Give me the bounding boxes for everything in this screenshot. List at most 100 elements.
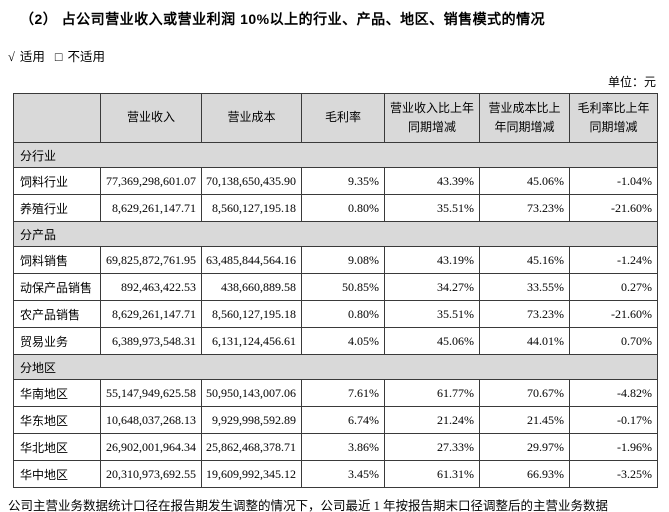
row-label: 动保产品销售 [13,273,101,301]
row-label: 华东地区 [13,406,101,434]
section-label: 分产品 [13,221,658,247]
cell-cost-yoy: 66.93% [479,460,570,488]
cell-margin-yoy: -21.60% [569,194,658,222]
cell-revenue: 20,310,973,692.55 [100,460,202,488]
table-row: 动保产品销售 892,463,422.53 438,660,889.58 50.… [13,273,658,301]
cell-margin-yoy: -3.25% [569,460,658,488]
applicability-row: √ 适用 □ 不适用 [8,46,669,65]
cell-revenue-yoy: 34.27% [384,273,480,301]
cell-margin-yoy: -1.96% [569,433,658,461]
table-row: 养殖行业 8,629,261,147.71 8,560,127,195.18 0… [13,194,658,222]
section-label: 分行业 [13,142,658,168]
cell-revenue: 8,629,261,147.71 [100,300,202,328]
table-row: 华中地区 20,310,973,692.55 19,609,992,345.12… [13,460,658,488]
section-row-product: 分产品 [13,221,658,247]
main-business-table: 营业收入 营业成本 毛利率 营业收入比上年同期增减 营业成本比上年同期增减 毛利… [13,93,658,488]
cell-cost-yoy: 73.23% [479,300,570,328]
cell-margin-yoy: -4.82% [569,379,658,407]
cell-revenue-yoy: 61.31% [384,460,480,488]
cell-cost-yoy: 44.01% [479,327,570,355]
cell-revenue-yoy: 61.77% [384,379,480,407]
cell-cost-yoy: 73.23% [479,194,570,222]
applicable-option[interactable]: √ 适用 [8,50,45,64]
cell-revenue-yoy: 43.39% [384,167,480,195]
row-label: 养殖行业 [13,194,101,222]
cell-revenue: 8,629,261,147.71 [100,194,202,222]
not-applicable-option[interactable]: □ 不适用 [55,50,105,64]
not-applicable-label: 不适用 [67,50,105,64]
section-row-region: 分地区 [13,354,658,380]
cell-cost-yoy: 45.16% [479,246,570,274]
header-blank [13,93,101,143]
cell-revenue: 77,369,298,601.07 [100,167,202,195]
applicable-label: 适用 [19,50,45,64]
cell-cost: 19,609,992,345.12 [201,460,302,488]
cell-margin-yoy: 0.70% [569,327,658,355]
table-row: 华北地区 26,902,001,964.34 25,862,468,378.71… [13,433,658,461]
unit-label: 单位：元 [607,75,656,89]
cell-cost-yoy: 21.45% [479,406,570,434]
cell-revenue: 6,389,973,548.31 [100,327,202,355]
cell-gross-margin: 7.61% [301,379,385,407]
row-label: 农产品销售 [13,300,101,328]
cell-gross-margin: 50.85% [301,273,385,301]
cell-cost: 63,485,844,564.16 [201,246,302,274]
row-label: 饲料行业 [13,167,101,195]
cell-gross-margin: 3.86% [301,433,385,461]
cell-revenue: 69,825,872,761.95 [100,246,202,274]
cell-gross-margin: 6.74% [301,406,385,434]
cell-revenue-yoy: 35.51% [384,300,480,328]
table-row: 农产品销售 8,629,261,147.71 8,560,127,195.18 … [13,300,658,328]
header-gross-margin: 毛利率 [301,93,385,143]
cell-cost: 6,131,124,456.61 [201,327,302,355]
section-title: （2） 占公司营业收入或营业利润 10%以上的行业、产品、地区、销售模式的情况 [20,11,546,27]
row-label: 华中地区 [13,460,101,488]
cell-gross-margin: 0.80% [301,194,385,222]
cell-cost-yoy: 33.55% [479,273,570,301]
cell-cost: 70,138,650,435.90 [201,167,302,195]
cell-margin-yoy: -1.24% [569,246,658,274]
section-label: 分地区 [13,354,658,380]
section-row-industry: 分行业 [13,142,658,168]
cell-revenue: 10,648,037,268.13 [100,406,202,434]
cell-revenue-yoy: 21.24% [384,406,480,434]
header-margin-yoy: 毛利率比上年同期增减 [569,93,658,143]
table-row: 贸易业务 6,389,973,548.31 6,131,124,456.61 4… [13,327,658,355]
cell-cost: 438,660,889.58 [201,273,302,301]
table-row: 华南地区 55,147,949,625.58 50,950,143,007.06… [13,379,658,407]
cell-gross-margin: 0.80% [301,300,385,328]
cell-gross-margin: 9.08% [301,246,385,274]
cell-revenue-yoy: 35.51% [384,194,480,222]
footer-note: 公司主营业务数据统计口径在报告期发生调整的情况下，公司最近 1 年按报告期末口径… [8,499,609,512]
cell-cost-yoy: 29.97% [479,433,570,461]
row-label: 华南地区 [13,379,101,407]
row-label: 贸易业务 [13,327,101,355]
cell-margin-yoy: 0.27% [569,273,658,301]
header-cost: 营业成本 [201,93,302,143]
table-row: 华东地区 10,648,037,268.13 9,929,998,592.89 … [13,406,658,434]
row-label: 饲料销售 [13,246,101,274]
cell-cost-yoy: 45.06% [479,167,570,195]
cell-cost-yoy: 70.67% [479,379,570,407]
row-label: 华北地区 [13,433,101,461]
empty-checkbox-icon: □ [54,50,63,64]
header-cost-yoy: 营业成本比上年同期增减 [479,93,570,143]
cell-cost: 8,560,127,195.18 [201,194,302,222]
cell-revenue: 26,902,001,964.34 [100,433,202,461]
cell-revenue: 55,147,949,625.58 [100,379,202,407]
cell-margin-yoy: -0.17% [569,406,658,434]
cell-revenue-yoy: 45.06% [384,327,480,355]
cell-cost: 9,929,998,592.89 [201,406,302,434]
cell-cost: 8,560,127,195.18 [201,300,302,328]
header-revenue-yoy: 营业收入比上年同期增减 [384,93,480,143]
cell-gross-margin: 4.05% [301,327,385,355]
cell-gross-margin: 3.45% [301,460,385,488]
table-row: 饲料销售 69,825,872,761.95 63,485,844,564.16… [13,246,658,274]
checkmark-icon: √ [8,50,15,64]
cell-cost: 50,950,143,007.06 [201,379,302,407]
table-row: 饲料行业 77,369,298,601.07 70,138,650,435.90… [13,167,658,195]
header-revenue: 营业收入 [100,93,202,143]
cell-revenue-yoy: 27.33% [384,433,480,461]
cell-margin-yoy: -21.60% [569,300,658,328]
